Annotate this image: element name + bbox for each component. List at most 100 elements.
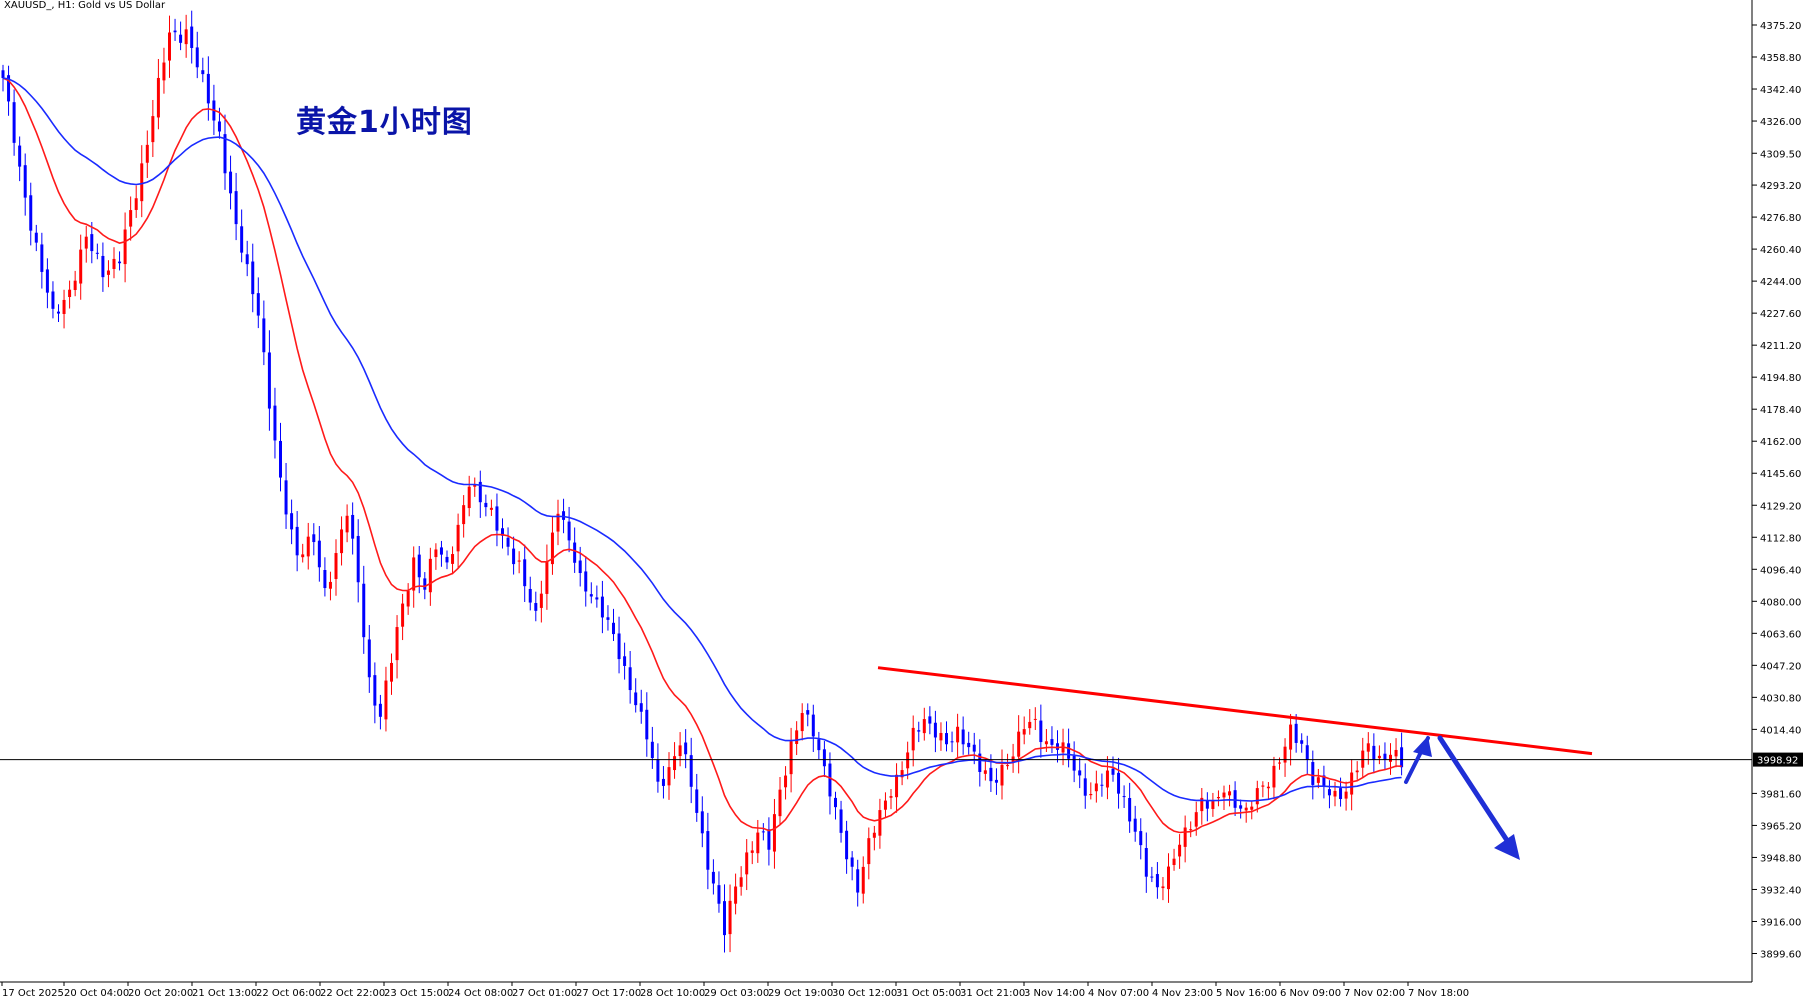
candle [789, 727, 793, 793]
down-arrow-head [1494, 834, 1520, 860]
candle [723, 884, 726, 953]
candle [439, 540, 443, 567]
current-price-label: 3998.92 [1757, 756, 1798, 767]
candle [1111, 756, 1115, 782]
candle [367, 624, 371, 693]
candle [195, 31, 199, 79]
moving-average-lines [2, 77, 1402, 834]
candle [556, 499, 560, 546]
candle [328, 571, 332, 601]
candle [223, 114, 227, 190]
candle [717, 871, 721, 913]
candle [1117, 757, 1121, 809]
candle [1172, 848, 1176, 871]
candle [112, 247, 116, 279]
candle [312, 523, 316, 556]
x-tick-label: 7 Nov 02:00 [1344, 988, 1405, 999]
candle [778, 776, 782, 826]
y-tick-label: 4194.80 [1760, 373, 1801, 384]
candle [356, 519, 360, 603]
candle [600, 580, 604, 634]
candle [284, 462, 288, 529]
candle [123, 212, 127, 283]
candle [1344, 781, 1348, 811]
candle [1228, 784, 1232, 807]
candle [1017, 715, 1021, 774]
y-tick-label: 4030.80 [1760, 693, 1801, 704]
y-tick-label: 3932.40 [1760, 885, 1801, 896]
x-tick-label: 29 Oct 19:00 [768, 988, 833, 999]
candle [401, 593, 405, 641]
candle [256, 277, 260, 329]
up-arrow-head [1413, 736, 1432, 757]
candle [950, 731, 954, 753]
candle [528, 576, 532, 611]
candle [45, 258, 49, 309]
candle [151, 99, 155, 158]
x-tick-label: 4 Nov 07:00 [1088, 988, 1149, 999]
y-tick-label: 4211.20 [1760, 341, 1801, 352]
candle [467, 475, 471, 517]
candle [1239, 799, 1243, 819]
candle [51, 281, 55, 319]
candle [345, 504, 349, 543]
down-arrow-shaft [1437, 735, 1515, 851]
candle [922, 707, 926, 741]
candle [7, 65, 11, 116]
candle [1044, 728, 1048, 752]
candle [434, 543, 438, 570]
candle [1100, 773, 1104, 797]
candle [1144, 832, 1148, 893]
y-tick-label: 4129.20 [1760, 501, 1801, 512]
y-tick-label: 3899.60 [1760, 949, 1801, 960]
candle [101, 242, 105, 292]
candle [1394, 738, 1398, 768]
candle [79, 234, 83, 300]
candle [1372, 733, 1376, 774]
candle [772, 798, 776, 869]
candle [545, 544, 549, 610]
y-tick-label: 4342.40 [1760, 85, 1801, 96]
candle [1155, 862, 1159, 899]
candle [62, 289, 66, 329]
candle [1205, 792, 1209, 822]
candle [1216, 790, 1220, 807]
candle [506, 527, 510, 556]
x-tick-label: 28 Oct 10:00 [640, 988, 705, 999]
candle [1400, 732, 1404, 776]
y-tick-label: 4260.40 [1760, 245, 1801, 256]
candle [928, 706, 932, 735]
candle [1033, 707, 1037, 730]
candle [517, 551, 521, 574]
candle [784, 766, 788, 800]
candle [1167, 853, 1170, 903]
x-tick-label: 27 Oct 17:00 [576, 988, 641, 999]
candle [445, 550, 449, 570]
candle [606, 605, 610, 631]
candle [767, 817, 771, 866]
candle [134, 185, 138, 218]
y-tick-label: 4375.20 [1760, 21, 1801, 32]
candle [229, 155, 233, 210]
candle [462, 495, 466, 538]
y-tick-label: 3965.20 [1760, 821, 1801, 832]
candle [1305, 735, 1309, 775]
candle [612, 608, 615, 642]
chart-title: XAUUSD_, H1: Gold vs US Dollar [4, 0, 166, 11]
candle [550, 515, 554, 575]
candle [1006, 753, 1010, 770]
candle [734, 873, 738, 915]
candle [900, 761, 904, 786]
candle [317, 526, 321, 582]
candle [806, 703, 810, 727]
candle [179, 21, 183, 51]
candle [739, 866, 743, 896]
candle [1250, 801, 1254, 820]
candle [90, 221, 94, 264]
candle [1355, 761, 1359, 780]
candle [279, 422, 282, 492]
candle [967, 731, 971, 755]
candle [1105, 756, 1109, 800]
candle [1089, 782, 1093, 800]
